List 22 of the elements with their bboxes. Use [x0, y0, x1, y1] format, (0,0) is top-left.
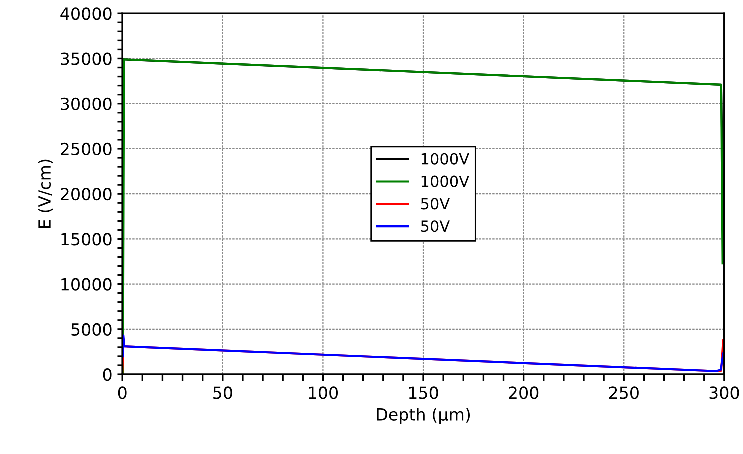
- y-tick-label: 30000: [61, 98, 112, 110]
- y-tick-label: 15000: [62, 233, 112, 246]
- y-tick-label: 25000: [61, 142, 112, 156]
- y-axis-title: E (V/cm): [38, 160, 54, 228]
- y-tick-label: 5000: [72, 323, 112, 336]
- y-tick-label: 40000: [60, 8, 112, 20]
- legend-label: 1000V: [422, 176, 470, 188]
- y-tick-label: 35000: [61, 52, 112, 66]
- y-tick-label: 20000: [61, 188, 112, 201]
- x-axis-title: Depth (µm): [377, 408, 470, 424]
- x-tick-label: 250: [609, 386, 639, 400]
- legend-label: 50V: [421, 220, 450, 232]
- x-tick-label: 150: [409, 386, 438, 400]
- y-tick-label: 0: [103, 368, 112, 382]
- x-tick-label: 300: [710, 386, 740, 400]
- x-tick-label: 200: [509, 386, 539, 400]
- y-tick-label: 10000: [62, 278, 112, 291]
- legend-label: 1000V: [422, 153, 470, 165]
- x-tick-label: 100: [309, 386, 338, 400]
- x-tick-label: 0: [118, 386, 127, 400]
- x-tick-label: 50: [214, 386, 232, 400]
- legend-label: 50V: [421, 198, 450, 210]
